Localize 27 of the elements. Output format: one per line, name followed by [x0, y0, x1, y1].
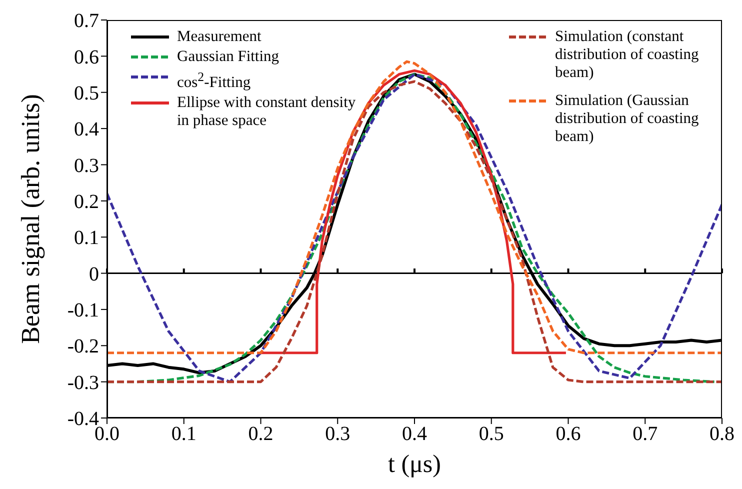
x-tick-label: 0.4: [402, 423, 427, 446]
legend-label: Simulation (constant distribution of coasting beam): [555, 28, 699, 81]
y-tick-label: -0.1: [67, 300, 99, 322]
x-tick-label: 0.2: [248, 423, 274, 446]
y-tick-label: 0.2: [74, 191, 99, 214]
y-tick-label: 0.4: [74, 118, 99, 141]
y-tick-label: 0.7: [74, 10, 99, 32]
y-tick-label: -0.2: [67, 336, 99, 358]
legend-label: cos$^{2}$-Fitting: [177, 69, 251, 92]
y-tick-label: 0.3: [74, 154, 99, 177]
x-tick-label: 0.7: [632, 423, 658, 446]
y-axis-title: Beam signal (arb. units): [16, 94, 46, 344]
legend-label: Ellipse with constant density in phase space: [177, 94, 356, 130]
x-tick-label: 0.3: [325, 423, 350, 446]
legend-label: Measurement: [177, 28, 262, 45]
y-tick-label: 0: [89, 263, 99, 286]
y-tick-label: 0.6: [74, 46, 99, 68]
y-tick-label: 0.5: [74, 82, 99, 104]
legend-label: Gaussian Fitting: [177, 48, 280, 65]
x-tick-label: 0.8: [710, 423, 734, 446]
y-tick-label: -0.3: [67, 372, 99, 394]
x-tick-label: 0.5: [478, 423, 504, 446]
y-tick-label: 0.1: [74, 227, 99, 250]
x-tick-label: 0.1: [171, 423, 196, 446]
x-tick-label: 0.6: [556, 423, 581, 446]
x-axis-title: t (μs): [388, 451, 441, 478]
legend-label: Simulation (Gaussian distribution of coasting beam): [555, 92, 699, 145]
